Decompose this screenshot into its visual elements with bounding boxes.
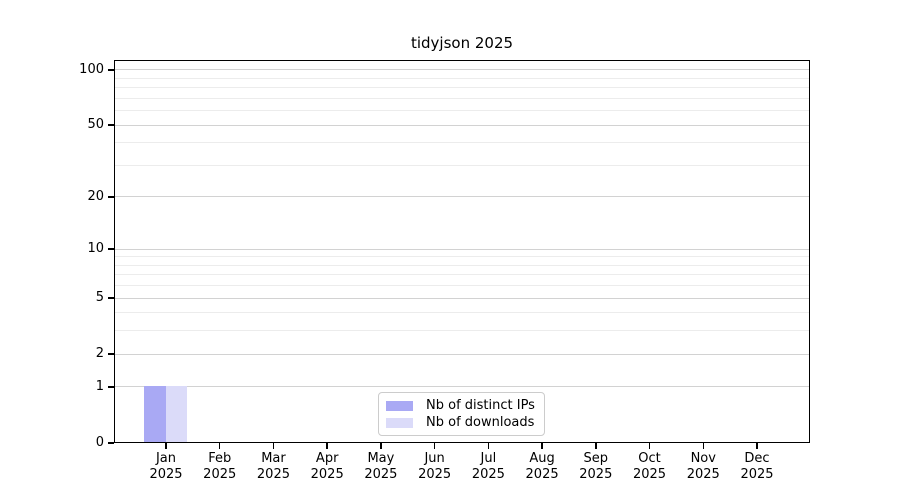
- plot-area: [114, 60, 810, 443]
- legend-row-nb-of-downloads: Nb of downloads: [386, 414, 535, 431]
- gridline-minor-3: [115, 330, 809, 332]
- gridline-major-20: [115, 196, 809, 198]
- y-tick-0: [108, 442, 114, 444]
- y-tick-10: [108, 248, 114, 250]
- x-tick-jul: [487, 443, 490, 449]
- x-tick-label-year-aug: 2025: [525, 467, 559, 482]
- x-tick-label-month-jul: Jul: [480, 451, 497, 466]
- y-tick-100: [108, 69, 114, 71]
- x-tick-label-year-may: 2025: [364, 467, 398, 482]
- x-tick-label-month-sep: Sep: [583, 451, 609, 466]
- x-tick-label-month-mar: Mar: [261, 451, 286, 466]
- x-tick-label-year-sep: 2025: [579, 467, 613, 482]
- y-tick-50: [108, 124, 114, 126]
- x-tick-label-jun: Jun 2025: [405, 451, 465, 483]
- y-tick-5: [108, 297, 114, 299]
- legend: Nb of distinct IPs Nb of downloads: [378, 392, 545, 436]
- x-tick-label-month-nov: Nov: [690, 451, 716, 466]
- bar-nb-of-downloads-jan: [165, 385, 187, 442]
- gridline-minor-40: [115, 142, 809, 144]
- y-tick-label-50: 50: [87, 117, 104, 133]
- gridline-minor-90: [115, 77, 809, 79]
- gridline-minor-60: [115, 110, 809, 112]
- x-tick-label-year-oct: 2025: [632, 467, 667, 482]
- y-tick-label-10: 10: [87, 241, 104, 257]
- gridline-major-5: [115, 297, 809, 299]
- x-tick-label-nov: Nov 2025: [673, 451, 733, 483]
- legend-label-nb-of-distinct-ips: Nb of distinct IPs: [426, 398, 535, 413]
- gridline-minor-7: [115, 274, 809, 276]
- x-tick-dec: [756, 443, 758, 449]
- gridline-minor-4: [115, 312, 809, 314]
- y-tick-label-20: 20: [87, 188, 104, 204]
- x-tick-feb: [218, 443, 221, 449]
- x-tick-label-month-apr: Apr: [315, 451, 339, 466]
- gridline-major-10: [115, 248, 809, 250]
- gridline-major-50: [115, 124, 809, 126]
- x-tick-label-may: May 2025: [351, 451, 411, 483]
- x-tick-label-month-may: May: [367, 451, 395, 466]
- x-tick-label-year-dec: 2025: [740, 467, 774, 482]
- x-tick-label-year-jun: 2025: [418, 467, 452, 482]
- legend-swatch-nb-of-distinct-ips: [386, 400, 413, 411]
- y-tick-1: [108, 386, 114, 388]
- gridline-major-1: [115, 386, 809, 388]
- x-tick-label-year-jan: 2025: [149, 467, 183, 482]
- y-tick-label-1: 1: [95, 378, 104, 394]
- x-tick-label-year-apr: 2025: [310, 467, 344, 482]
- x-tick-label-sep: Sep 2025: [566, 451, 626, 483]
- x-tick-label-month-feb: Feb: [208, 451, 232, 466]
- x-tick-label-feb: Feb 2025: [190, 451, 250, 483]
- x-tick-oct: [648, 443, 651, 449]
- legend-row-nb-of-distinct-ips: Nb of distinct IPs: [386, 397, 535, 414]
- bar-nb-of-distinct-ips-jan: [144, 385, 166, 442]
- y-tick-label-2: 2: [95, 346, 104, 362]
- gridline-minor-70: [115, 97, 809, 99]
- x-tick-label-month-oct: Oct: [638, 451, 661, 466]
- x-tick-label-dec: Dec 2025: [727, 451, 787, 483]
- x-tick-label-month-aug: Aug: [529, 451, 555, 466]
- x-tick-may: [380, 443, 382, 449]
- x-tick-jan: [165, 443, 167, 449]
- gridline-minor-80: [115, 87, 809, 89]
- x-tick-label-year-feb: 2025: [203, 467, 237, 482]
- x-tick-aug: [541, 443, 543, 449]
- y-tick-label-5: 5: [95, 290, 104, 306]
- x-tick-nov: [702, 443, 705, 449]
- gridline-minor-6: [115, 285, 809, 287]
- legend-label-nb-of-downloads: Nb of downloads: [426, 415, 535, 430]
- gridline-major-100: [115, 69, 809, 71]
- x-tick-label-apr: Apr 2025: [297, 451, 357, 483]
- x-tick-label-jan: Jan 2025: [136, 451, 196, 483]
- x-tick-label-month-dec: Dec: [744, 451, 770, 466]
- x-tick-jun: [433, 443, 436, 449]
- y-tick-label-0: 0: [95, 435, 104, 450]
- x-tick-label-year-nov: 2025: [686, 467, 720, 482]
- x-tick-label-oct: Oct 2025: [620, 451, 680, 483]
- x-tick-label-month-jun: Jun: [424, 451, 445, 466]
- x-tick-mar: [272, 443, 275, 449]
- gridline-minor-9: [115, 256, 809, 258]
- x-tick-label-mar: Mar 2025: [243, 451, 303, 483]
- gridline-minor-8: [115, 264, 809, 266]
- chart-title: tidyjson 2025: [410, 34, 514, 52]
- gridline-major-2: [115, 353, 809, 355]
- x-tick-label-year-jul: 2025: [471, 467, 505, 482]
- x-tick-label-month-jan: Jan: [155, 451, 177, 466]
- y-tick-2: [108, 353, 114, 355]
- x-tick-sep: [595, 443, 597, 449]
- legend-swatch-nb-of-downloads: [386, 417, 413, 428]
- y-tick-20: [108, 196, 114, 198]
- y-tick-label-100: 100: [79, 61, 104, 77]
- x-tick-apr: [326, 443, 328, 449]
- x-tick-label-jul: Jul 2025: [458, 451, 518, 483]
- x-tick-label-year-mar: 2025: [256, 467, 290, 482]
- gridline-minor-30: [115, 164, 809, 166]
- x-tick-label-aug: Aug 2025: [512, 451, 572, 483]
